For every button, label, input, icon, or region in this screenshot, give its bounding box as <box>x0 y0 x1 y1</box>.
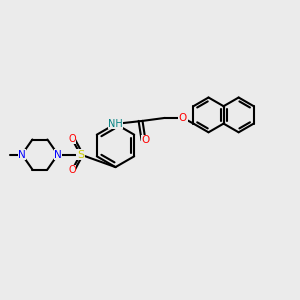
Text: NH: NH <box>108 119 123 129</box>
Text: N: N <box>54 149 62 160</box>
Text: O: O <box>179 113 187 123</box>
Text: O: O <box>141 135 150 146</box>
Text: N: N <box>18 149 26 160</box>
Text: O: O <box>68 134 76 144</box>
Text: O: O <box>68 165 76 175</box>
Text: S: S <box>77 149 84 160</box>
